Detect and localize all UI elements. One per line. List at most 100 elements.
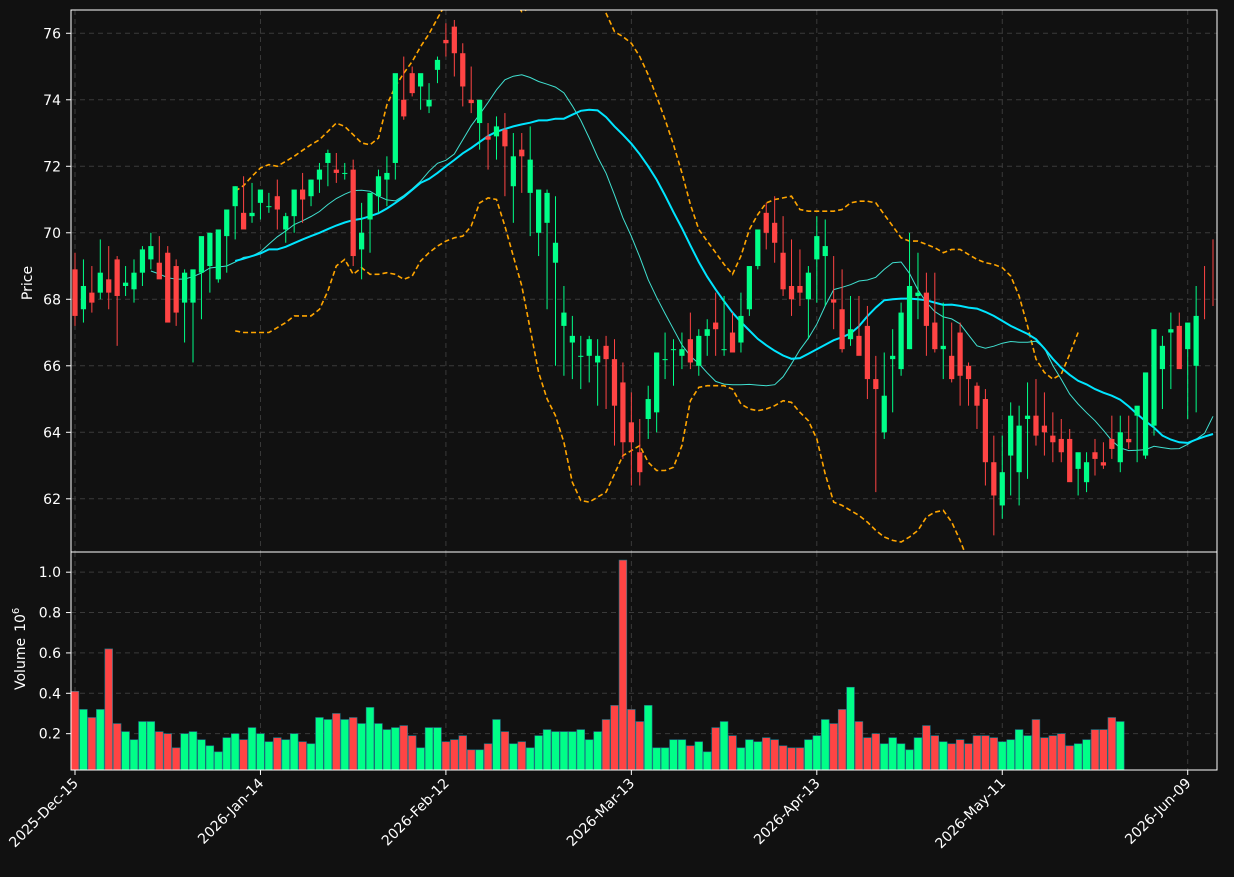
volume-bar [382,729,392,771]
candle-body [662,359,668,361]
volume-bar [1040,737,1049,771]
candle-body [358,232,365,250]
volume-tick-label: 0.2 [39,727,61,743]
candle-body [493,126,500,137]
volume-bar [264,741,274,771]
candle-body [148,246,154,260]
candle-body [721,349,727,351]
candle-body [620,382,626,443]
candle-body [527,159,533,193]
volume-bar [644,705,653,771]
volume-bar [728,735,737,771]
candle-body [561,312,567,326]
candle-body [367,192,373,220]
volume-bar [660,747,670,771]
candle-body [1134,405,1140,416]
candle-body [982,399,989,463]
volume-bar [408,735,417,771]
candle-body [940,345,946,350]
candle-body [122,282,129,286]
volume-bar [357,723,366,771]
volume-unit-exponent: 6 [11,608,22,614]
candle-body [1193,315,1199,366]
candle-body [713,322,719,330]
volume-bar [778,745,788,771]
volume-bar [947,743,956,771]
volume-bar [526,747,535,771]
candle-body [106,279,112,293]
candle-body [156,262,162,280]
candle-body [628,422,634,443]
volume-bar [905,749,914,771]
bollinger-bands [234,10,1079,552]
bollinger-lower-band [235,197,966,552]
candle-body [443,39,449,44]
candle-body [510,156,516,187]
volume-bar [517,741,526,771]
volume-bar [450,739,459,771]
candle-body [308,179,314,197]
volume-bar [441,741,451,771]
candle-body [847,329,854,340]
candle-body [679,349,685,356]
candle-body [1075,452,1081,469]
volume-bar [618,559,628,771]
volume-bar [888,737,897,771]
volume-bar [281,739,290,771]
volume-bar [610,705,619,771]
volume-bar [585,739,594,771]
volume-bar [871,733,880,771]
candle-body [890,355,896,360]
volume-bar [837,709,847,771]
volume-bar [138,721,147,771]
volume-bar [180,733,189,771]
candle-body [266,206,272,208]
volume-bar [551,731,560,771]
volume-bar [694,741,703,771]
candle-body [468,99,474,104]
volume-bar [340,719,349,771]
volume-bar [981,735,990,771]
volume-bar [787,747,796,771]
candle-body [316,169,323,180]
volume-bar [214,751,223,771]
candle-body [215,229,221,280]
candle-body [1117,432,1123,463]
candle-body [822,246,828,257]
candle-body [165,252,171,323]
volume-bar [374,723,383,771]
candle-body [611,359,618,406]
candle-body [342,172,348,174]
candle-body [485,136,491,140]
volume-bar [509,743,518,771]
candle-body [426,99,432,107]
candle-body [291,189,297,217]
volume-bar [635,721,644,771]
candle-body [350,169,356,257]
candle-body [536,189,542,233]
candle-body [974,385,980,406]
volume-bar [719,721,729,771]
volume-bar [391,727,400,771]
candle-body [873,379,879,390]
volume-bar [1073,743,1083,771]
candle-body [409,73,415,94]
volume-bar [1057,733,1066,771]
bollinger-upper-band [234,10,1079,381]
candle-body [114,259,120,296]
volume-bar [568,731,577,771]
volume-bar [1014,729,1024,771]
candlesticks [72,19,1214,536]
price-tick-label: 64 [43,425,61,441]
volume-bar [576,729,585,771]
volume-bar [989,737,999,771]
volume-bar [762,737,771,771]
candle-body [131,272,137,290]
volume-bar [534,735,543,771]
candle-body [569,335,575,343]
volume-bar [500,731,510,771]
candle-body [1041,425,1048,433]
volume-bar [129,739,139,771]
candle-body [1100,462,1107,466]
